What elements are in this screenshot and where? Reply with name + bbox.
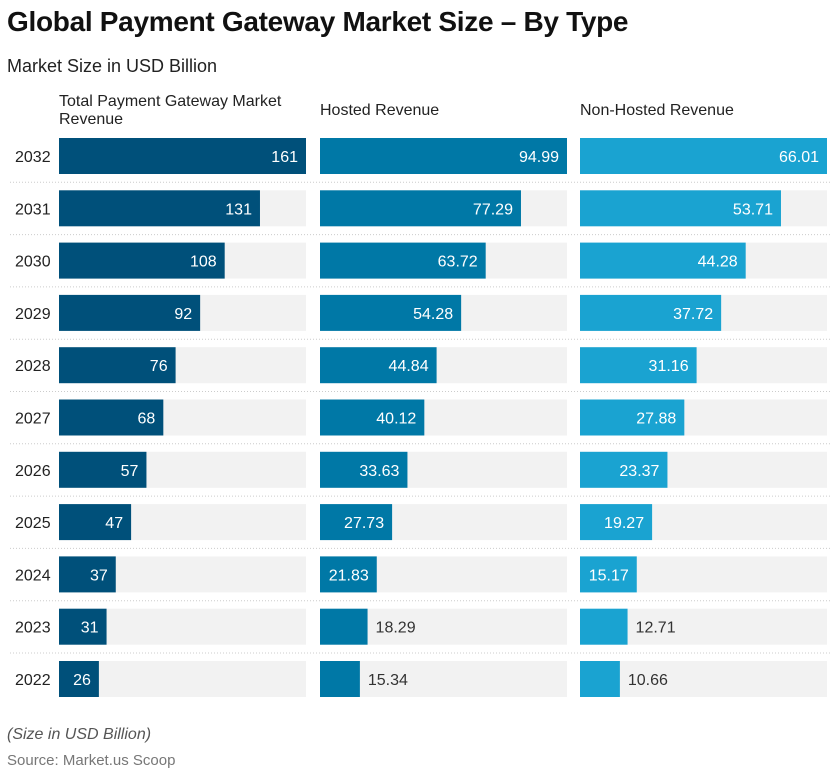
bar <box>580 138 827 174</box>
data-label: 63.72 <box>438 254 478 271</box>
bar <box>320 451 408 488</box>
bar <box>320 556 377 593</box>
bar <box>580 451 668 488</box>
bar <box>59 608 107 645</box>
bar <box>59 138 306 174</box>
bar <box>320 399 425 436</box>
year-label: 2030 <box>15 254 51 271</box>
data-label: 27.73 <box>344 515 384 532</box>
data-label: 44.84 <box>389 358 429 375</box>
chart-subtitle: Market Size in USD Billion <box>7 56 218 76</box>
bar <box>320 138 567 174</box>
source-label: Source: Market.us Scoop <box>7 752 176 769</box>
data-label: 15.17 <box>589 567 629 584</box>
year-label: 2025 <box>15 515 51 532</box>
column-header-non-hosted: Non-Hosted Revenue <box>580 102 734 119</box>
data-label: 44.28 <box>698 254 738 271</box>
data-label: 31 <box>81 620 99 637</box>
bar <box>59 294 201 331</box>
bar-track <box>580 661 827 697</box>
bar <box>580 347 697 384</box>
year-label: 2026 <box>15 463 51 480</box>
data-label: 10.66 <box>628 672 668 689</box>
year-label: 2028 <box>15 358 51 375</box>
bar <box>59 451 147 488</box>
bar <box>320 190 521 227</box>
data-label: 161 <box>271 149 298 166</box>
bar <box>320 661 360 697</box>
bar-track <box>320 661 567 697</box>
year-label: 2023 <box>15 620 51 637</box>
bar <box>580 190 781 227</box>
bar <box>59 242 225 279</box>
data-label: 19.27 <box>604 515 644 532</box>
year-label: 2029 <box>15 306 51 323</box>
data-label: 18.29 <box>376 620 416 637</box>
bar <box>580 661 620 697</box>
bar <box>580 608 628 645</box>
data-label: 27.88 <box>636 411 676 428</box>
year-label: 2032 <box>15 149 51 166</box>
data-label: 77.29 <box>473 201 513 218</box>
data-label: 12.71 <box>636 620 676 637</box>
data-label: 31.16 <box>649 358 689 375</box>
data-label: 54.28 <box>413 306 453 323</box>
data-label: 92 <box>174 306 192 323</box>
data-label: 26 <box>73 672 91 689</box>
bar <box>59 399 164 436</box>
data-label: 40.12 <box>376 411 416 428</box>
data-label: 23.37 <box>619 463 659 480</box>
bar <box>320 242 486 279</box>
bar <box>320 504 393 541</box>
bar <box>320 608 368 645</box>
bar <box>580 504 653 541</box>
data-label: 66.01 <box>779 149 819 166</box>
bar <box>320 294 462 331</box>
year-label: 2031 <box>15 201 51 218</box>
footnote: (Size in USD Billion) <box>7 726 152 743</box>
bar <box>59 190 260 227</box>
data-label: 33.63 <box>359 463 399 480</box>
data-label: 57 <box>121 463 139 480</box>
data-label: 15.34 <box>368 672 408 689</box>
data-label: 37 <box>90 567 108 584</box>
data-label: 21.83 <box>329 567 369 584</box>
bar <box>580 399 685 436</box>
bar <box>580 556 637 593</box>
bar <box>59 504 132 541</box>
chart-title: Global Payment Gateway Market Size – By … <box>7 6 629 37</box>
year-label: 2024 <box>15 567 51 584</box>
data-label: 131 <box>225 201 252 218</box>
bar <box>59 556 116 593</box>
column-header-hosted: Hosted Revenue <box>320 102 440 119</box>
data-label: 47 <box>105 515 123 532</box>
data-label: 108 <box>190 254 217 271</box>
year-label: 2022 <box>15 672 51 689</box>
data-label: 37.72 <box>673 306 713 323</box>
bar <box>59 347 176 384</box>
data-label: 53.71 <box>733 201 773 218</box>
bar <box>580 294 722 331</box>
bar <box>320 347 437 384</box>
column-header-total: Total Payment Gateway Market Revenue <box>59 93 282 128</box>
bar-track <box>59 661 306 697</box>
year-label: 2027 <box>15 411 51 428</box>
bar <box>580 242 746 279</box>
data-label: 68 <box>138 411 156 428</box>
data-label: 94.99 <box>519 149 559 166</box>
data-label: 76 <box>150 358 168 375</box>
bar <box>59 661 99 697</box>
